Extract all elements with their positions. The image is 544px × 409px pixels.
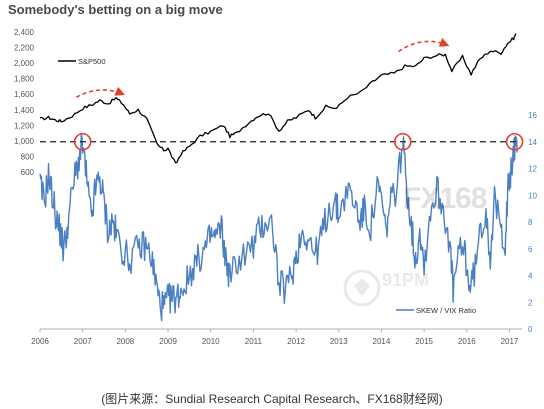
legend-label-ratio: SKEW / VIX Ratio — [416, 306, 476, 315]
left-tick-label: 2,200 — [14, 44, 35, 53]
left-tick-label: 1,000 — [14, 137, 35, 146]
right-tick-label: 14 — [528, 138, 537, 147]
left-tick-label: 1,600 — [14, 90, 35, 99]
left-tick-label: 1,800 — [14, 75, 35, 84]
trend-arrow — [75, 86, 125, 99]
right-tick-label: 16 — [528, 111, 537, 120]
x-tick-label: 2009 — [159, 337, 177, 346]
x-tick-label: 2015 — [415, 337, 433, 346]
series-line-spx — [39, 33, 517, 164]
legend-group: S&P500 SKEW / VIX Ratio — [58, 57, 476, 315]
site-watermark-logo: 91PM — [343, 269, 429, 307]
legend-label-spx: S&P500 — [78, 57, 106, 66]
x-tick-label: 2013 — [330, 337, 348, 346]
right-tick-label: 8 — [528, 218, 533, 227]
annotations-group — [40, 37, 524, 151]
series-group — [39, 33, 518, 322]
x-tick-label: 2011 — [245, 337, 263, 346]
chart-canvas: 2,400 2,200 2,000 1,800 1,600 1,400 1,200 1,000… — [14, 28, 537, 346]
x-tick-label: 2016 — [458, 337, 476, 346]
x-tick-label: 2012 — [287, 337, 305, 346]
x-tick-label: 2010 — [202, 337, 220, 346]
left-tick-label: 2,400 — [14, 28, 35, 37]
x-tick-label: 2006 — [31, 337, 49, 346]
right-tick-label: 12 — [528, 165, 537, 174]
chart-title: Somebody's betting on a big move — [8, 2, 223, 17]
right-tick-label: 0 — [528, 325, 533, 334]
series-line-ratio — [39, 133, 518, 322]
x-tick-label: 2007 — [74, 337, 92, 346]
right-tick-label: 4 — [528, 272, 533, 281]
right-tick-label: 10 — [528, 191, 537, 200]
left-tick-label: 600 — [21, 168, 35, 177]
peak-circle — [505, 132, 524, 151]
peak-circle — [393, 132, 412, 151]
x-tick-label: 2017 — [501, 337, 519, 346]
left-tick-label: 1,400 — [14, 106, 35, 115]
peak-circle — [73, 132, 92, 151]
left-tick-label: 2,000 — [14, 59, 35, 68]
left-tick-label: 800 — [21, 152, 35, 161]
trend-arrow — [398, 37, 450, 53]
right-axis: 16 14 12 10 8 6 4 2 0 — [528, 111, 537, 334]
x-axis: 2006 2007 2008 2009 2010 2011 2012 2013 2014 2015… — [31, 328, 522, 346]
left-axis: 2,400 2,200 2,000 1,800 1,600 1,400 1,200 1,000… — [14, 28, 35, 177]
fx168-watermark: FX168 — [403, 182, 487, 215]
x-tick-label: 2008 — [116, 337, 134, 346]
right-tick-label: 6 — [528, 245, 533, 254]
x-tick-label: 2014 — [373, 337, 391, 346]
right-tick-label: 2 — [528, 298, 533, 307]
site-watermark-text: 91PM — [382, 270, 429, 290]
image-caption: (图片来源：Sundial Research Capital Research、… — [101, 392, 443, 406]
left-tick-label: 1,200 — [14, 121, 35, 130]
